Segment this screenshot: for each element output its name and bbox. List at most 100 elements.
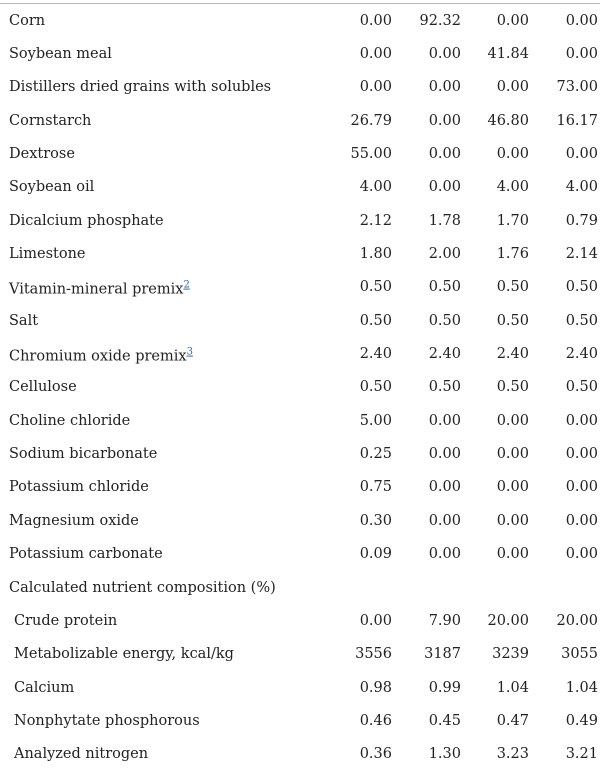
cell-value: 0.00 <box>565 479 598 496</box>
row-label: Choline chloride <box>9 412 131 429</box>
section-row: Calculated nutrient composition (%) <box>0 571 600 604</box>
table-row: Soybean meal 0.00 0.00 41.84 0.00 <box>0 37 600 70</box>
cell-value: 0.00 <box>565 12 598 29</box>
table-row: Potassium chloride 0.75 0.00 0.00 0.00 <box>0 471 600 504</box>
cell-value: 2.12 <box>359 212 392 229</box>
cell-value: 0.25 <box>359 446 392 463</box>
table-row: Limestone 1.80 2.00 1.76 2.14 <box>0 237 600 270</box>
cell-value: 0.00 <box>496 79 529 96</box>
table-row: Dicalcium phosphate 2.12 1.78 1.70 0.79 <box>0 204 600 237</box>
row-label: Metabolizable energy, kcal/kg <box>14 646 234 663</box>
page: Corn 0.00 92.32 0.00 0.00 Soybean meal 0.00 0.0… <box>0 3 600 774</box>
section-title: Calculated nutrient composition (%) <box>9 579 276 596</box>
cell-value: 5.00 <box>359 412 392 429</box>
cell-value: 3055 <box>561 646 598 663</box>
cell-value: 0.00 <box>428 546 461 563</box>
row-label: Crude protein <box>14 612 118 629</box>
cell-value: 0.00 <box>496 146 529 163</box>
cell-value: 0.50 <box>565 279 598 296</box>
cell-value: 2.14 <box>565 246 598 263</box>
cell-value: 0.50 <box>359 279 392 296</box>
cell-value: 0.00 <box>428 512 461 529</box>
cell-value: 0.00 <box>565 446 598 463</box>
cell-value: 0.00 <box>359 46 392 63</box>
cell-value: 0.50 <box>496 379 529 396</box>
cell-value: 0.00 <box>496 479 529 496</box>
row-label: Dicalcium phosphate <box>9 212 164 229</box>
row-label: Salt <box>9 312 39 329</box>
cell-value: 0.00 <box>565 46 598 63</box>
cell-value: 1.04 <box>565 679 598 696</box>
cell-value: 0.00 <box>565 546 598 563</box>
table-row: Distillers dried grains with solubles 0.0… <box>0 71 600 104</box>
cell-value: 2.40 <box>496 346 529 363</box>
cell-value: 3.23 <box>496 746 529 763</box>
cell-value: 0.47 <box>496 712 529 729</box>
cell-value: 0.50 <box>428 279 461 296</box>
cell-value: 4.00 <box>565 179 598 196</box>
cell-value: 0.00 <box>496 512 529 529</box>
table-row: Choline chloride 5.00 0.00 0.00 0.00 <box>0 404 600 437</box>
row-label: Analyzed nitrogen <box>14 746 149 763</box>
row-label: Vitamin-mineral premix2 <box>9 277 190 298</box>
table-row: Nonphytate phosphorous 0.46 0.45 0.47 0.49 <box>0 704 600 737</box>
row-label: Sodium bicarbonate <box>9 446 158 463</box>
table-row: Potassium carbonate 0.09 0.00 0.00 0.00 <box>0 538 600 571</box>
footnote-link[interactable]: 2 <box>183 280 190 292</box>
cell-value: 0.30 <box>359 512 392 529</box>
cell-value: 0.00 <box>428 112 461 129</box>
cell-value: 0.45 <box>428 712 461 729</box>
cell-value: 0.50 <box>359 379 392 396</box>
row-label: Nonphytate phosphorous <box>14 712 200 729</box>
row-label: Soybean oil <box>9 179 95 196</box>
cell-value: 0.00 <box>496 12 529 29</box>
row-label: Potassium carbonate <box>9 546 163 563</box>
cell-value: 0.00 <box>565 412 598 429</box>
footnote-ref: 3 <box>187 344 193 358</box>
cell-value: 0.00 <box>565 146 598 163</box>
cell-value: 0.50 <box>428 312 461 329</box>
cell-value: 0.00 <box>428 179 461 196</box>
table-row: Dextrose 55.00 0.00 0.00 0.00 <box>0 137 600 170</box>
cell-value: 0.50 <box>496 312 529 329</box>
row-label: Magnesium oxide <box>9 512 139 529</box>
cell-value: 0.00 <box>359 12 392 29</box>
cell-value: 26.79 <box>350 112 392 129</box>
row-label: Corn <box>9 12 46 29</box>
cell-value: 0.50 <box>359 312 392 329</box>
cell-value: 0.99 <box>428 679 461 696</box>
table-row: Corn 0.00 92.32 0.00 0.00 <box>0 4 600 37</box>
cell-value: 0.00 <box>496 412 529 429</box>
cell-value: 0.00 <box>565 512 598 529</box>
table-row: Calcium 0.98 0.99 1.04 1.04 <box>0 671 600 704</box>
cell-value: 2.40 <box>359 346 392 363</box>
cell-value: 0.09 <box>359 546 392 563</box>
cell-value: 1.04 <box>496 679 529 696</box>
row-label: Cornstarch <box>9 112 92 129</box>
row-label: Soybean meal <box>9 46 112 63</box>
cell-value: 46.80 <box>487 112 529 129</box>
cell-value: 73.00 <box>556 79 598 96</box>
footnote-ref: 2 <box>183 277 189 291</box>
cell-value: 0.00 <box>428 146 461 163</box>
footnote-link[interactable]: 3 <box>186 346 193 358</box>
table-row: Soybean oil 4.00 0.00 4.00 4.00 <box>0 171 600 204</box>
cell-value: 0.00 <box>428 479 461 496</box>
cell-value: 0.50 <box>428 379 461 396</box>
row-label: Dextrose <box>9 146 75 163</box>
cell-value: 0.98 <box>359 679 392 696</box>
table-row: Crude protein 0.00 7.90 20.00 20.00 <box>0 604 600 637</box>
cell-value: 16.17 <box>556 112 598 129</box>
table-row: Analyzed nitrogen 0.36 1.30 3.23 3.21 <box>0 738 600 771</box>
cell-value: 0.00 <box>496 546 529 563</box>
cell-value: 1.80 <box>359 246 392 263</box>
cell-value: 3239 <box>492 646 529 663</box>
cell-value: 1.78 <box>428 212 461 229</box>
cell-value: 3.21 <box>565 746 598 763</box>
cell-value: 0.00 <box>428 446 461 463</box>
cell-value: 55.00 <box>350 146 392 163</box>
cell-value: 0.00 <box>496 446 529 463</box>
cell-value: 92.32 <box>419 12 461 29</box>
cell-value: 2.00 <box>428 246 461 263</box>
cell-value: 1.76 <box>496 246 529 263</box>
